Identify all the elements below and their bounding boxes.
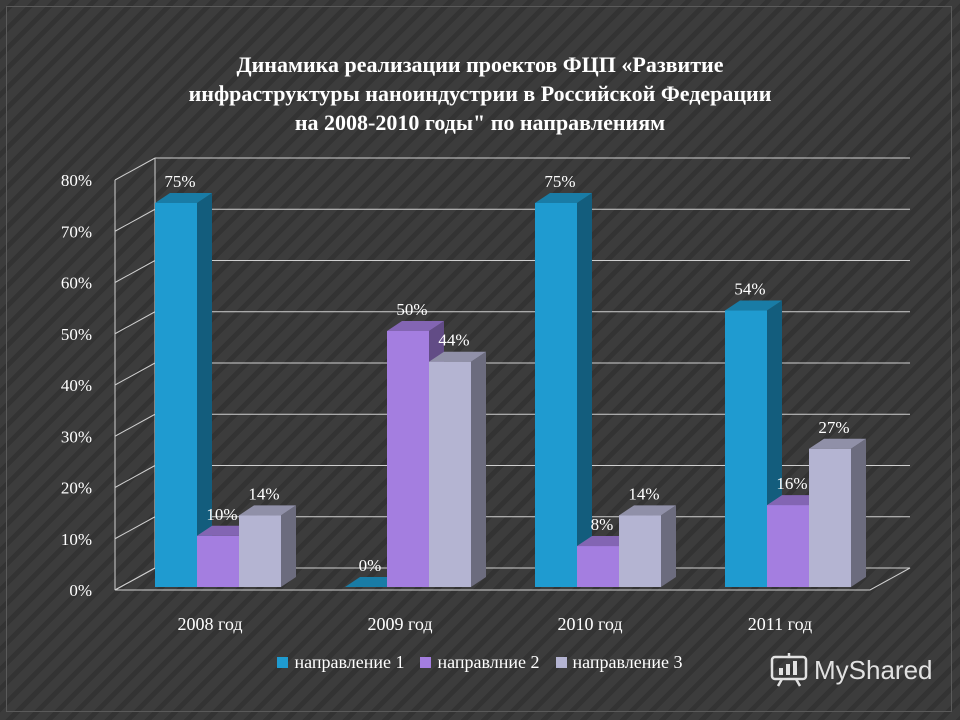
bar-top <box>809 438 866 449</box>
bar <box>619 515 661 587</box>
bar-top <box>239 505 296 516</box>
legend-label-series-2: направлние 2 <box>437 652 540 672</box>
data-label: 0% <box>359 556 382 575</box>
legend-swatch-series-2 <box>420 657 432 668</box>
bar-top <box>535 193 592 203</box>
presentation-board-icon <box>770 653 808 687</box>
legend-label-series-1: направление 1 <box>294 652 405 672</box>
gridline-side <box>114 208 156 232</box>
bar <box>767 505 809 587</box>
bar-side <box>197 193 212 587</box>
watermark: MyShared <box>770 653 933 687</box>
slide-frame <box>6 6 952 712</box>
x-tick-label: 2008 год <box>177 614 242 634</box>
y-tick-label: 60% <box>61 274 92 293</box>
bar-top <box>725 300 782 311</box>
bar <box>809 448 851 587</box>
data-label: 16% <box>776 474 807 493</box>
x-tick-label: 2011 год <box>748 614 812 634</box>
bar-side <box>661 505 676 587</box>
data-label: 10% <box>206 505 237 524</box>
bar-top <box>155 193 212 203</box>
y-tick-label: 50% <box>61 325 92 344</box>
legend-label-series-3: направление 3 <box>572 652 683 672</box>
x-tick-label: 2010 год <box>557 614 622 634</box>
y-tick-label: 30% <box>61 427 92 446</box>
bar <box>577 546 619 587</box>
legend-swatch-series-1 <box>277 657 289 668</box>
legend-item-series-1: направление 1 <box>277 652 404 673</box>
data-label: 75% <box>544 172 575 191</box>
gridline-side <box>114 413 156 437</box>
gridline-side <box>114 260 156 283</box>
bar <box>197 535 239 587</box>
data-label: 75% <box>164 172 195 191</box>
bar-top <box>619 505 676 516</box>
chart-title: Динамика реализации проектов ФЦП «Развит… <box>120 50 840 137</box>
data-label: 8% <box>591 515 614 534</box>
gridline-side <box>114 516 156 540</box>
legend-swatch-series-3 <box>555 657 567 668</box>
y-tick-label: 70% <box>61 222 92 241</box>
bar <box>387 331 429 587</box>
data-label: 14% <box>248 484 279 503</box>
chart-legend: направление 1 направлние 2 направление 3 <box>0 652 960 673</box>
watermark-text: MyShared <box>814 654 933 685</box>
legend-item-series-2: направлние 2 <box>420 652 540 673</box>
bar-top <box>429 351 486 362</box>
chart-title-line-3: на 2008-2010 годы" по направлениям <box>294 110 666 135</box>
bar <box>535 203 577 587</box>
bar-top <box>387 321 444 331</box>
bar-side <box>851 438 866 587</box>
bar-side <box>281 505 296 587</box>
data-label: 50% <box>396 300 427 319</box>
y-tick-label: 10% <box>61 530 92 549</box>
bar <box>239 515 281 587</box>
gridline-side <box>114 465 156 488</box>
chart-title-line-2: инфраструктуры наноиндустрии в Российско… <box>188 81 772 106</box>
y-tick-label: 20% <box>61 479 92 498</box>
legend-item-series-3: направление 3 <box>555 652 683 673</box>
data-label: 54% <box>734 280 765 299</box>
bar <box>725 310 767 587</box>
bar <box>155 203 197 587</box>
bar-side <box>577 193 592 587</box>
x-tick-label: 2009 год <box>367 614 432 634</box>
y-tick-label: 0% <box>69 581 92 600</box>
bar <box>429 361 471 587</box>
bar-side <box>471 351 486 587</box>
gridline-side <box>114 157 156 181</box>
gridline-side <box>114 362 156 386</box>
data-label: 27% <box>818 418 849 437</box>
chart-title-line-1: Динамика реализации проектов ФЦП «Развит… <box>236 52 724 77</box>
y-tick-label: 40% <box>61 376 92 395</box>
data-label: 14% <box>628 484 659 503</box>
data-label: 44% <box>438 331 469 350</box>
y-tick-label: 80% <box>61 171 92 190</box>
gridline-side <box>114 311 156 335</box>
